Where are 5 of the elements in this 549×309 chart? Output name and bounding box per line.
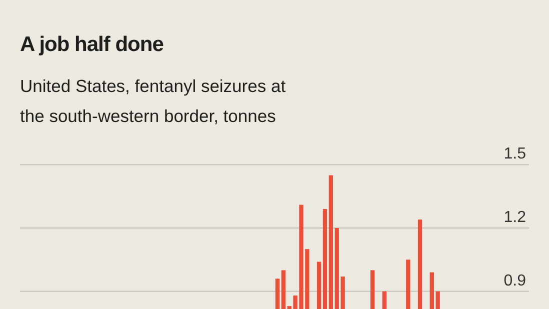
chart-title: A job half done [20, 33, 164, 56]
y-tick-label: 1.5 [504, 146, 526, 163]
y-tick-label: 1.2 [504, 209, 526, 226]
chart-subtitle: United States, fentanyl seizures at the south-western border, tonnes [20, 76, 286, 126]
y-tick-label: 0.9 [504, 272, 526, 290]
